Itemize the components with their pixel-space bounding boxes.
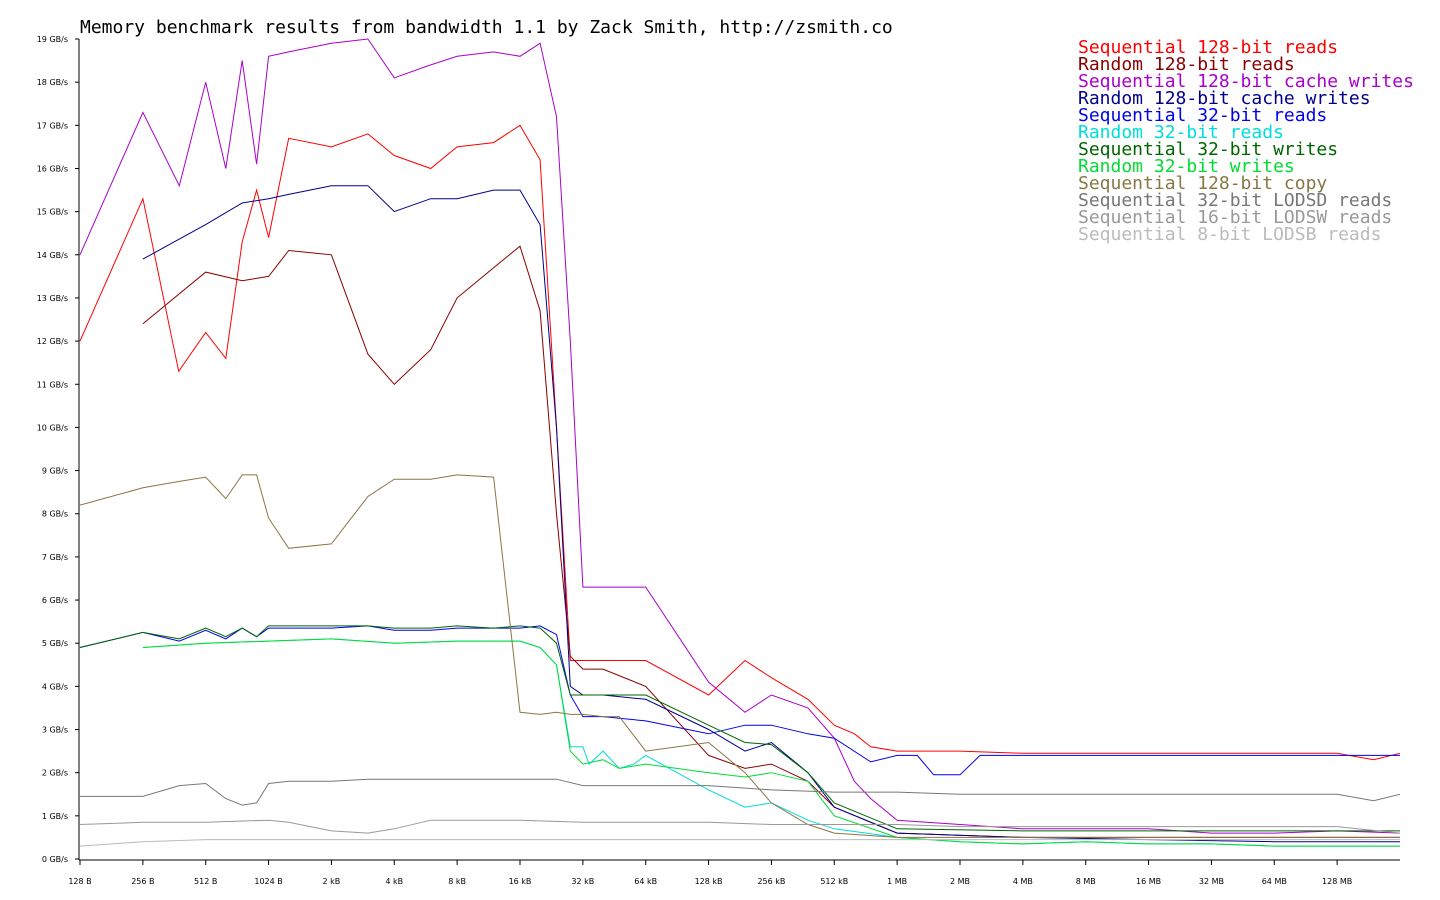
y-tick-label: 14 GB/s: [37, 251, 68, 260]
legend-entry-7: Sequential 32-bit writes: [1078, 139, 1338, 160]
legend-entry-9: Sequential 128-bit copy: [1078, 173, 1327, 194]
y-tick-label: 18 GB/s: [37, 78, 68, 87]
x-tick-label: 16 MB: [1136, 877, 1161, 886]
legend-entry-2: Random 128-bit reads: [1078, 54, 1295, 75]
y-tick-label: 11 GB/s: [37, 380, 68, 389]
x-tick-label: 16 kB: [509, 877, 532, 886]
x-tick-label: 2 kB: [323, 877, 341, 886]
x-tick-label: 512 B: [194, 877, 217, 886]
x-tick-label: 128 MB: [1322, 877, 1352, 886]
axes: 0 GB/s 1 GB/s 2 GB/s 3 GB/s 4 GB/s 5 GB/s 6 GB…: [37, 35, 1400, 886]
y-tick-label: 15 GB/s: [37, 208, 68, 217]
x-tick-label: 256 kB: [757, 877, 785, 886]
y-tick-label: 0 GB/s: [42, 855, 68, 864]
x-tick-label: 64 MB: [1262, 877, 1287, 886]
series-line-2: [142, 245, 1400, 838]
series-line-3: [79, 38, 1401, 834]
x-tick-label: 4 MB: [1013, 877, 1033, 886]
legend-entry-4: Random 128-bit cache writes: [1078, 88, 1371, 109]
y-tick-label: 10 GB/s: [37, 423, 68, 432]
legend-entry-1: Sequential 128-bit reads: [1078, 37, 1338, 58]
legend-entry-8: Random 32-bit writes: [1078, 156, 1295, 177]
series-line-4: [142, 185, 1400, 843]
x-tick-label: 8 MB: [1076, 877, 1096, 886]
series-line-8: [142, 638, 1400, 847]
x-tick-label: 512 kB: [820, 877, 848, 886]
y-tick-label: 13 GB/s: [37, 294, 68, 303]
x-tick-label: 32 MB: [1199, 877, 1224, 886]
y-tick-label: 1 GB/s: [42, 812, 68, 821]
y-tick-label: 19 GB/s: [37, 35, 68, 44]
y-tick-label: 16 GB/s: [37, 164, 68, 173]
legend-entry-5: Sequential 32-bit reads: [1078, 105, 1327, 126]
x-tick-label: 2 MB: [950, 877, 970, 886]
legend-entry-6: Random 32-bit reads: [1078, 122, 1284, 143]
series-line-5: [79, 625, 1400, 776]
y-tick-label: 9 GB/s: [42, 467, 68, 476]
series-line-7: [79, 625, 1400, 832]
y-tick-label: 5 GB/s: [42, 639, 68, 648]
x-tick-label: 256 B: [131, 877, 154, 886]
legend-entry-10: Sequential 32-bit LODSD reads: [1078, 190, 1392, 211]
y-tick-label: 4 GB/s: [42, 682, 68, 691]
series-line-10: [80, 778, 1401, 806]
y-tick-label: 12 GB/s: [37, 337, 68, 346]
x-tick-label: 1 MB: [887, 877, 907, 886]
x-tick-label: 32 kB: [571, 877, 594, 886]
chart-title: Memory benchmark results from bandwidth …: [80, 17, 893, 38]
legend-entry-11: Sequential 16-bit LODSW reads: [1078, 207, 1392, 228]
x-tick-label: 64 kB: [634, 877, 657, 886]
x-tick-label: 128 kB: [695, 877, 723, 886]
y-tick-label: 7 GB/s: [42, 553, 68, 562]
series-line-11: [79, 819, 1401, 834]
x-tick-label: 1024 B: [254, 877, 282, 886]
y-tick-label: 17 GB/s: [37, 121, 68, 130]
series-lines: [79, 38, 1401, 847]
x-tick-label: 128 B: [68, 877, 91, 886]
series-line-1: [79, 124, 1401, 761]
y-tick-label: 8 GB/s: [42, 510, 68, 519]
legend-entry-12: Sequential 8-bit LODSB reads: [1078, 224, 1381, 245]
series-line-9: [79, 474, 1400, 838]
series-line-12: [79, 839, 1400, 847]
x-tick-label: 8 kB: [448, 877, 466, 886]
y-tick-label: 6 GB/s: [42, 596, 68, 605]
y-tick-label: 3 GB/s: [42, 726, 68, 735]
x-tick-label: 4 kB: [385, 877, 403, 886]
legend-entry-3: Sequential 128-bit cache writes: [1078, 71, 1414, 92]
y-tick-label: 2 GB/s: [42, 769, 68, 778]
